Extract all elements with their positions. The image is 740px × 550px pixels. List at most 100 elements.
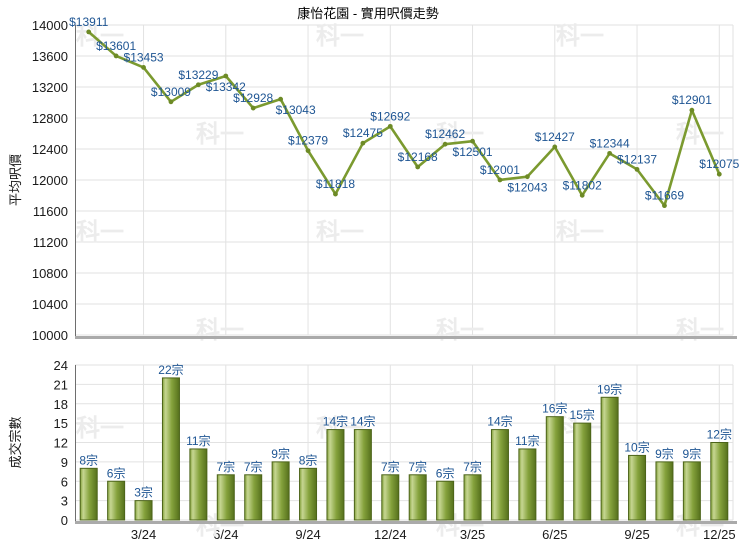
y-axis-tick-label-count: 9	[61, 455, 68, 470]
bar	[490, 429, 509, 521]
price-point-label: $11818	[316, 177, 355, 191]
x-axis-baseline-count	[75, 521, 737, 524]
bar-label: 9宗	[655, 446, 674, 461]
y-axis-tick-label-price: 14000	[32, 18, 68, 33]
bar	[299, 467, 318, 521]
x-axis-tick-label: 6/25	[542, 527, 567, 542]
bar	[79, 467, 98, 521]
watermark-text: 科一	[76, 415, 124, 442]
watermark-text: 科一	[556, 23, 604, 50]
watermark-text: 科一	[76, 219, 124, 246]
bar	[326, 429, 345, 521]
price-point	[250, 105, 256, 111]
price-point-label: $12462	[425, 127, 465, 141]
bar-label: 7宗	[216, 459, 235, 474]
bar-label: 14宗	[323, 414, 348, 429]
price-point	[195, 82, 201, 88]
price-point-label: $11669	[645, 189, 684, 203]
price-point-label: $12379	[288, 134, 328, 148]
bar-label: 14宗	[350, 414, 375, 429]
x-axis-baseline-price	[75, 336, 737, 339]
y-axis-tick-label-count: 3	[61, 494, 68, 509]
watermark-text: 科一	[196, 121, 244, 148]
bar-label: 12宗	[707, 427, 732, 442]
bar-label: 6宗	[436, 465, 455, 480]
price-point-label: $12075	[699, 157, 739, 171]
y-axis-tick-label-count: 21	[54, 377, 68, 392]
price-point	[278, 96, 284, 102]
price-point-label: $13453	[124, 50, 164, 64]
y-axis-tick-label-price: 12400	[32, 142, 68, 157]
bar-label: 9宗	[683, 446, 702, 461]
y-axis-title-price: 平均呎價	[8, 154, 23, 206]
price-point-label: $12692	[370, 109, 410, 123]
y-axis-tick-label-price: 10000	[32, 328, 68, 343]
bar-label: 7宗	[381, 459, 400, 474]
bar-label: 8宗	[79, 452, 98, 467]
price-point-label: $12001	[480, 163, 520, 177]
bar	[244, 474, 263, 521]
bar	[408, 474, 427, 521]
x-axis-tick-label: 12/24	[374, 527, 407, 542]
price-point-label: $12137	[617, 152, 657, 166]
price-point-label: $12427	[535, 130, 575, 144]
bar	[271, 461, 290, 521]
bar	[381, 474, 400, 521]
price-point-label: $12928	[233, 91, 273, 105]
price-point-label: $13009	[151, 85, 191, 99]
bar	[216, 474, 235, 521]
x-axis-tick-label: 3/25	[460, 527, 485, 542]
price-point	[607, 150, 613, 156]
price-point	[305, 148, 311, 154]
price-point	[113, 53, 119, 59]
price-point-label: $11802	[563, 178, 602, 192]
y-axis-tick-label-count: 18	[54, 397, 68, 412]
bar	[353, 429, 372, 521]
price-point-label: $13043	[276, 103, 316, 117]
bar-label: 19宗	[597, 381, 622, 396]
bar-label: 15宗	[570, 407, 595, 422]
y-axis-tick-label-price: 11600	[33, 204, 68, 219]
price-point-label: $12344	[590, 136, 630, 150]
price-point	[689, 107, 695, 113]
y-axis-tick-label-price: 11200	[33, 235, 68, 250]
price-point	[168, 99, 174, 105]
y-axis-tick-label-count: 12	[54, 436, 68, 451]
x-axis-tick-label: 12/25	[703, 527, 736, 542]
bar-label: 3宗	[134, 485, 153, 500]
price-point-label: $13229	[178, 68, 218, 82]
bar-label: 22宗	[158, 362, 183, 377]
y-axis-tick-label-price: 10400	[32, 297, 68, 312]
price-point-label: $13601	[96, 39, 136, 53]
y-axis-tick-label-count: 6	[61, 474, 68, 489]
price-point-label: $12901	[672, 93, 712, 107]
price-point-label: $12168	[398, 150, 438, 164]
bar-label: 10宗	[624, 439, 649, 454]
price-point	[86, 29, 92, 35]
x-axis-tick-label: 3/24	[131, 527, 156, 542]
bar-label: 7宗	[408, 459, 427, 474]
x-axis-tick-label: 6/24	[213, 527, 238, 542]
y-axis-tick-label-count: 24	[54, 358, 68, 373]
y-axis-tick-label-count: 15	[54, 416, 68, 431]
y-axis-tick-label-price: 13200	[32, 80, 68, 95]
bar	[518, 448, 537, 521]
price-point	[662, 203, 667, 209]
price-point	[141, 64, 146, 70]
x-axis-tick-label: 9/25	[624, 527, 649, 542]
price-point	[497, 177, 503, 183]
price-point	[470, 138, 475, 144]
price-point-label: $13342	[206, 80, 246, 94]
bar	[189, 448, 208, 521]
watermark-text: 科一	[196, 317, 244, 344]
bar-label: 8宗	[299, 452, 318, 467]
bar-label: 7宗	[463, 459, 482, 474]
price-point	[552, 144, 558, 150]
bar	[682, 461, 701, 521]
y-axis-tick-label-count: 0	[61, 513, 68, 528]
price-point	[634, 166, 640, 172]
y-axis-tick-label-price: 12000	[32, 173, 68, 188]
chart-title: 康怡花園 - 實用呎價走勢	[297, 6, 439, 21]
bar	[710, 442, 729, 521]
